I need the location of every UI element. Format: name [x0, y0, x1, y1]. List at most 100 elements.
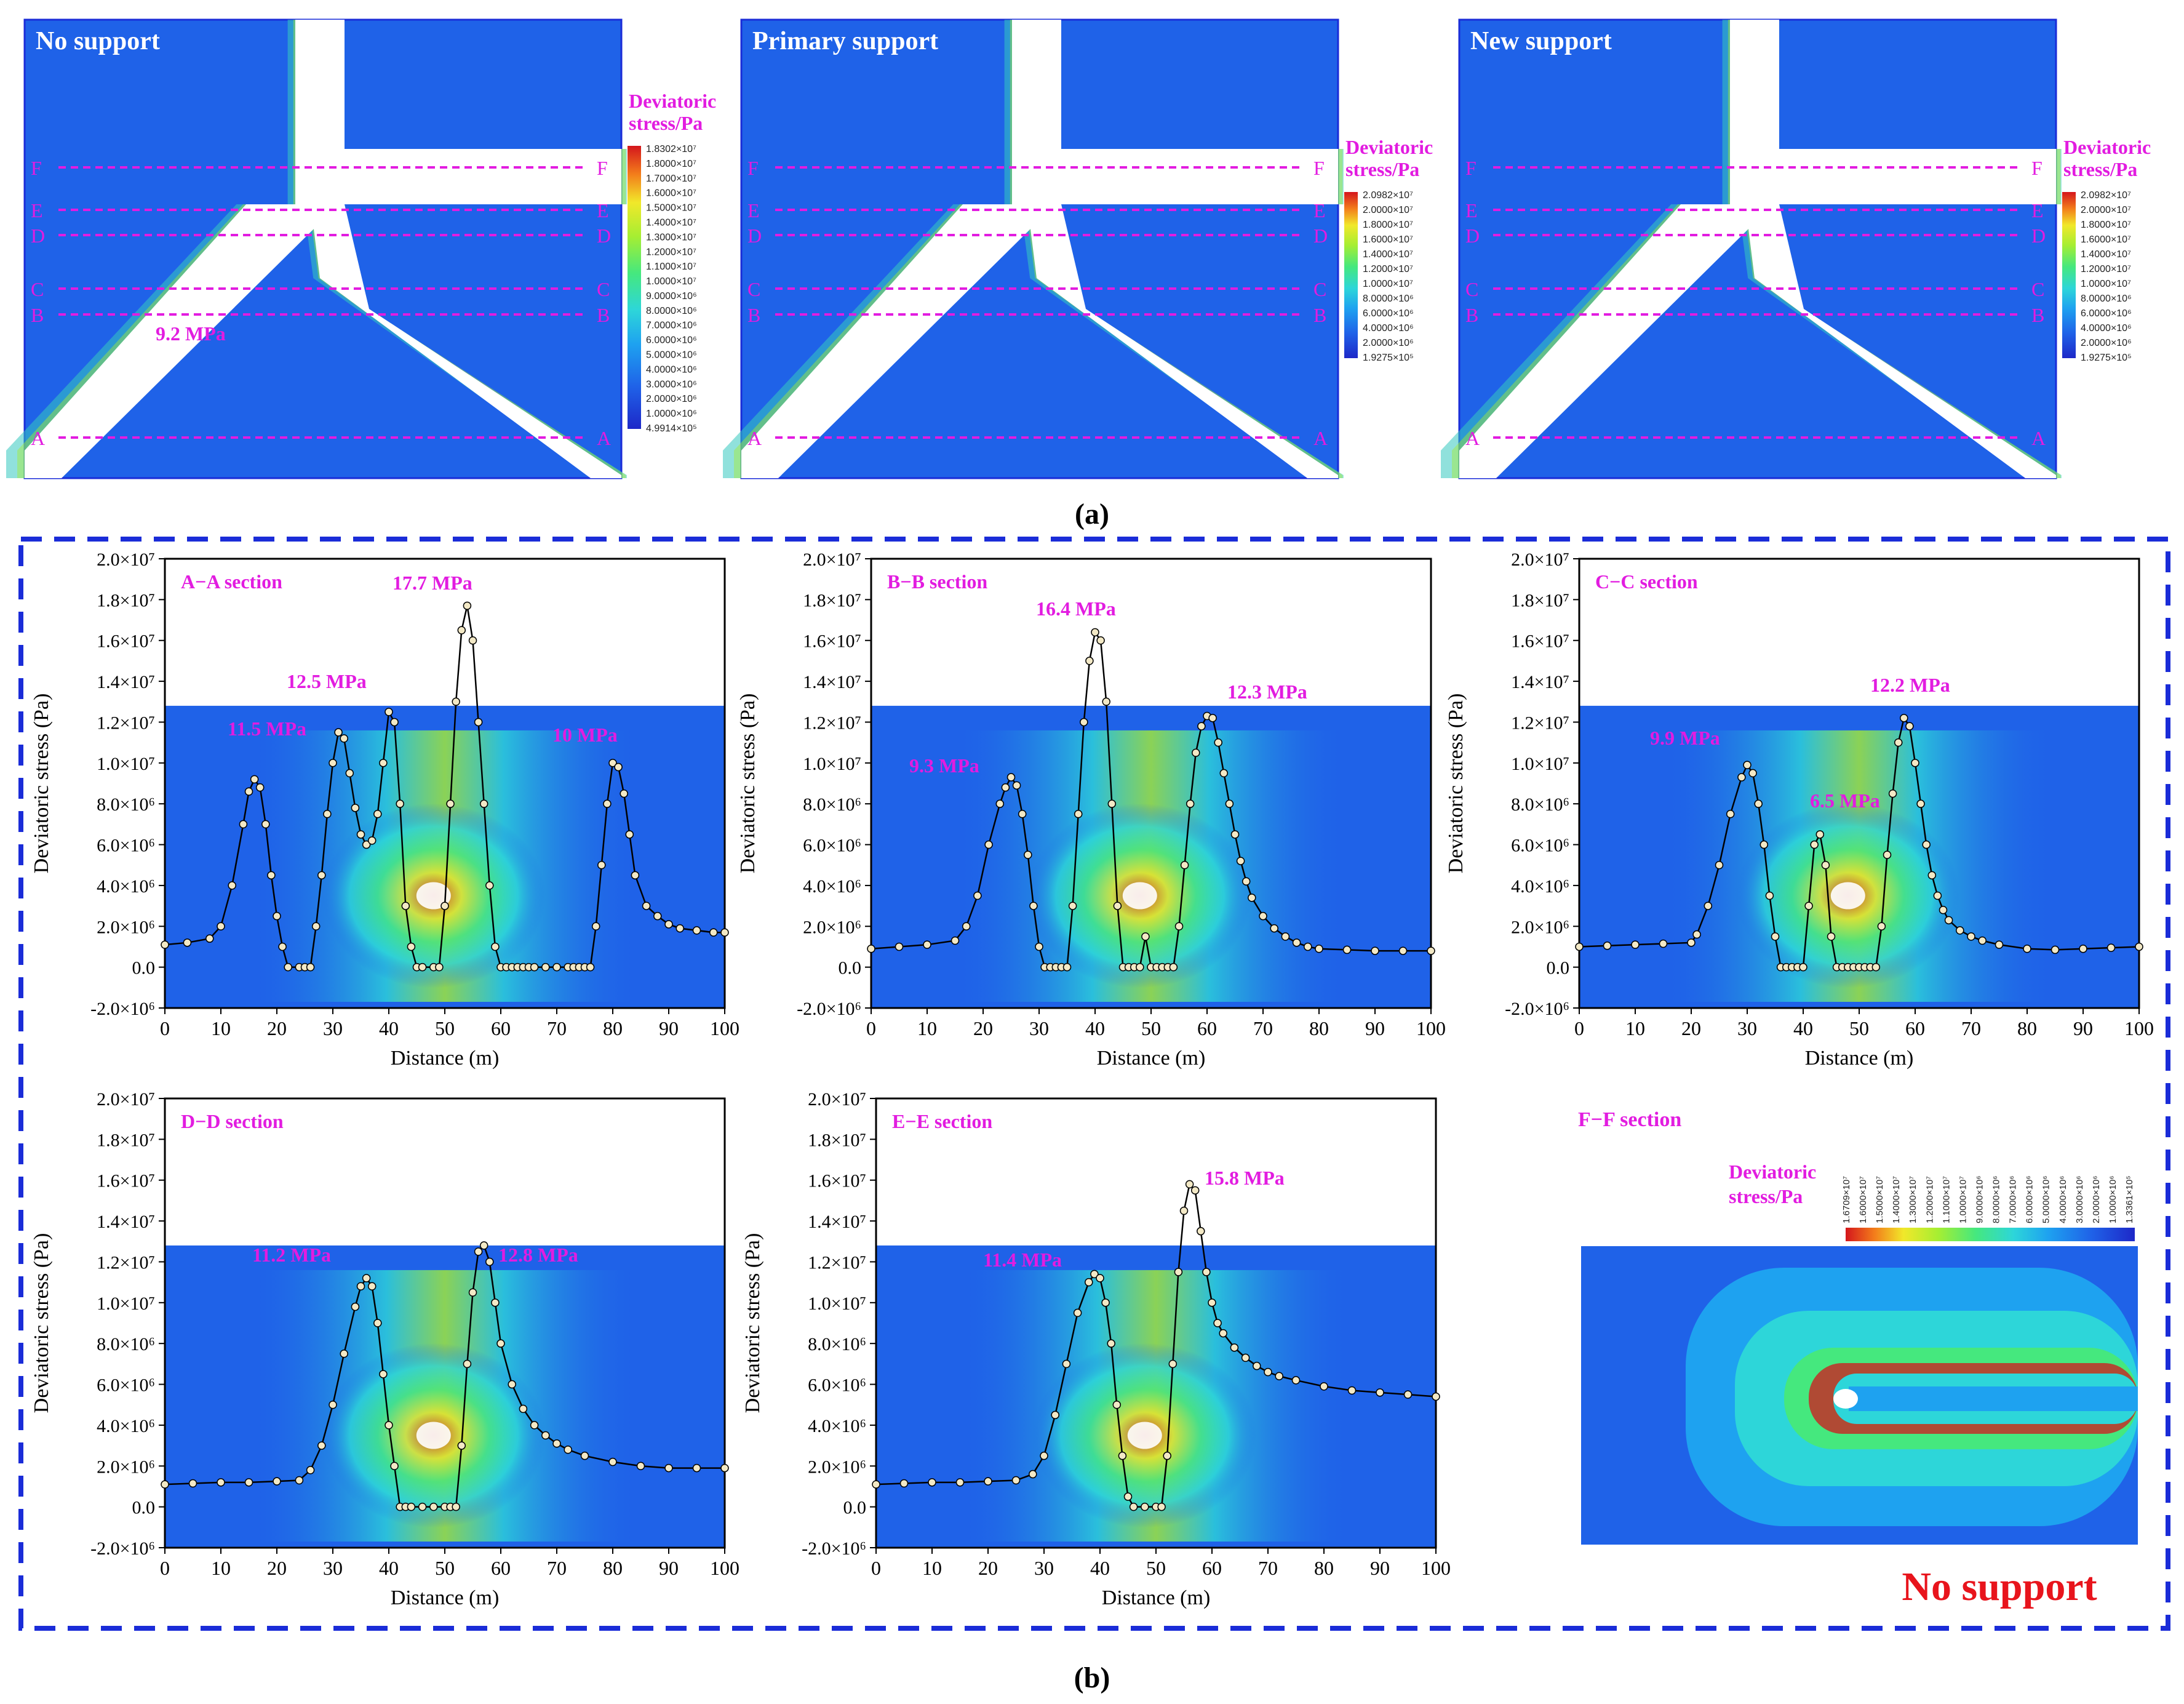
data-point: [692, 1463, 701, 1473]
legend-value: 8.0000×10⁶: [1363, 294, 1414, 304]
data-point: [367, 1282, 377, 1291]
section-chart-4: 0 10 20 30 40 50 60 70 80 90 100 -2.0×10⁶ 0.0 2.0×10⁶…: [30, 1089, 739, 1609]
data-point: [463, 1359, 472, 1369]
data-point: [2135, 942, 2143, 951]
data-point: [491, 1298, 500, 1307]
section-label-right-F: F: [597, 157, 608, 179]
y-tick-label: 2.0×10⁶: [808, 1457, 866, 1477]
data-point: [1827, 932, 1836, 941]
data-point: [418, 962, 427, 972]
y-tick-label: 1.2×10⁷: [1511, 713, 1569, 733]
data-point: [468, 1288, 477, 1297]
x-tick-label: 90: [2073, 1017, 2093, 1039]
ff-legend-value: 2.0000×10⁶: [2091, 1176, 2102, 1224]
y-axis-label: Deviatoric stress (Pa): [30, 1233, 53, 1414]
data-point: [653, 911, 662, 921]
chart-title: B−B section: [887, 570, 987, 593]
peak-annotation: 15.8 MPa: [1205, 1167, 1285, 1189]
data-point: [457, 1441, 466, 1450]
y-tick-label: 1.8×10⁷: [803, 590, 861, 610]
caption-a: (a): [1075, 498, 1109, 530]
legend-title: stress/Pa: [2063, 158, 2137, 180]
data-point: [1905, 722, 1914, 730]
legend-value: 2.0000×10⁶: [2081, 338, 2132, 348]
legend-value: 9.0000×10⁶: [646, 291, 697, 302]
data-point: [552, 1439, 561, 1448]
ff-legend-title: Deviatoric: [1729, 1161, 1816, 1183]
data-point: [1315, 945, 1323, 953]
legend-value: 4.0000×10⁶: [646, 364, 697, 375]
x-tick-label: 10: [922, 1557, 942, 1579]
data-point: [1102, 697, 1110, 706]
ff-legend-value: 7.0000×10⁶: [2008, 1176, 2019, 1224]
chart-title: E−E section: [892, 1110, 992, 1132]
y-tick-label: 4.0×10⁶: [1511, 876, 1569, 897]
x-tick-label: 50: [435, 1557, 455, 1579]
data-point: [345, 769, 354, 778]
data-point: [1715, 860, 1724, 870]
data-point: [273, 911, 281, 921]
no-support-label: No support: [1902, 1564, 2097, 1609]
legend-value: 1.0000×10⁷: [646, 276, 696, 287]
section-label-left-C: C: [747, 278, 760, 300]
caption-b: (b): [1074, 1662, 1110, 1694]
data-point: [1208, 1298, 1216, 1307]
data-point: [1180, 860, 1189, 870]
x-tick-label: 0: [866, 1017, 876, 1039]
x-tick-label: 0: [160, 1017, 170, 1039]
section-label-right-E: E: [1313, 199, 1326, 222]
legend-value: 1.6000×10⁷: [2081, 234, 2131, 245]
data-point: [973, 891, 982, 900]
section-label-left-E: E: [1465, 199, 1478, 222]
y-tick-label: 0.0: [839, 958, 862, 978]
data-point: [1241, 1353, 1250, 1362]
legend-value: 1.4000×10⁷: [2081, 249, 2131, 260]
data-point: [1090, 1270, 1099, 1279]
section-label-left-E: E: [31, 199, 43, 222]
legend-colorbar: [2062, 192, 2076, 358]
data-point: [1073, 1308, 1082, 1318]
data-point: [1726, 810, 1735, 818]
data-point: [541, 962, 550, 972]
data-point: [217, 1478, 225, 1487]
y-axis-label: Deviatoric stress (Pa): [741, 1233, 764, 1414]
ff-legend-value: 5.0000×10⁶: [2041, 1176, 2052, 1224]
data-point: [1427, 946, 1435, 955]
section-label-left-B: B: [747, 304, 760, 326]
data-point: [356, 830, 365, 839]
x-tick-label: 80: [603, 1557, 623, 1579]
data-point: [228, 881, 236, 890]
data-point: [1062, 962, 1072, 972]
data-point: [407, 1502, 416, 1511]
data-point: [379, 759, 388, 767]
data-point: [1186, 799, 1195, 808]
section-label-right-D: D: [1313, 225, 1328, 247]
data-point: [1883, 850, 1892, 859]
data-point: [1248, 894, 1256, 902]
data-point: [1213, 1319, 1222, 1327]
data-point: [530, 1421, 539, 1430]
data-point: [692, 926, 701, 935]
data-point: [1085, 657, 1094, 665]
x-tick-label: 40: [1090, 1557, 1110, 1579]
section-label-right-A: A: [2031, 427, 2046, 449]
y-tick-label: 8.0×10⁶: [1511, 794, 1569, 815]
panel-b-frame: [18, 537, 2170, 1631]
data-point: [552, 962, 561, 972]
data-point: [396, 799, 404, 808]
legend-value: 1.4000×10⁷: [1363, 249, 1413, 260]
data-point: [255, 783, 265, 792]
x-axis-label: Distance (m): [1102, 1586, 1211, 1609]
data-point: [1096, 1274, 1104, 1282]
data-point: [1304, 942, 1312, 951]
ff-legend-value: 1.6000×10⁷: [1858, 1176, 1868, 1223]
data-point: [1432, 1392, 1440, 1401]
ff-legend-value: 1.3000×10⁷: [1908, 1176, 1918, 1223]
ff-legend-value: 1.4000×10⁷: [1891, 1176, 1902, 1223]
ff-legend-value: 1.3361×10⁵: [2124, 1175, 2135, 1223]
x-tick-label: 40: [1793, 1017, 1813, 1039]
legend-title: Deviatoric: [1345, 136, 1433, 158]
data-point: [244, 787, 253, 796]
